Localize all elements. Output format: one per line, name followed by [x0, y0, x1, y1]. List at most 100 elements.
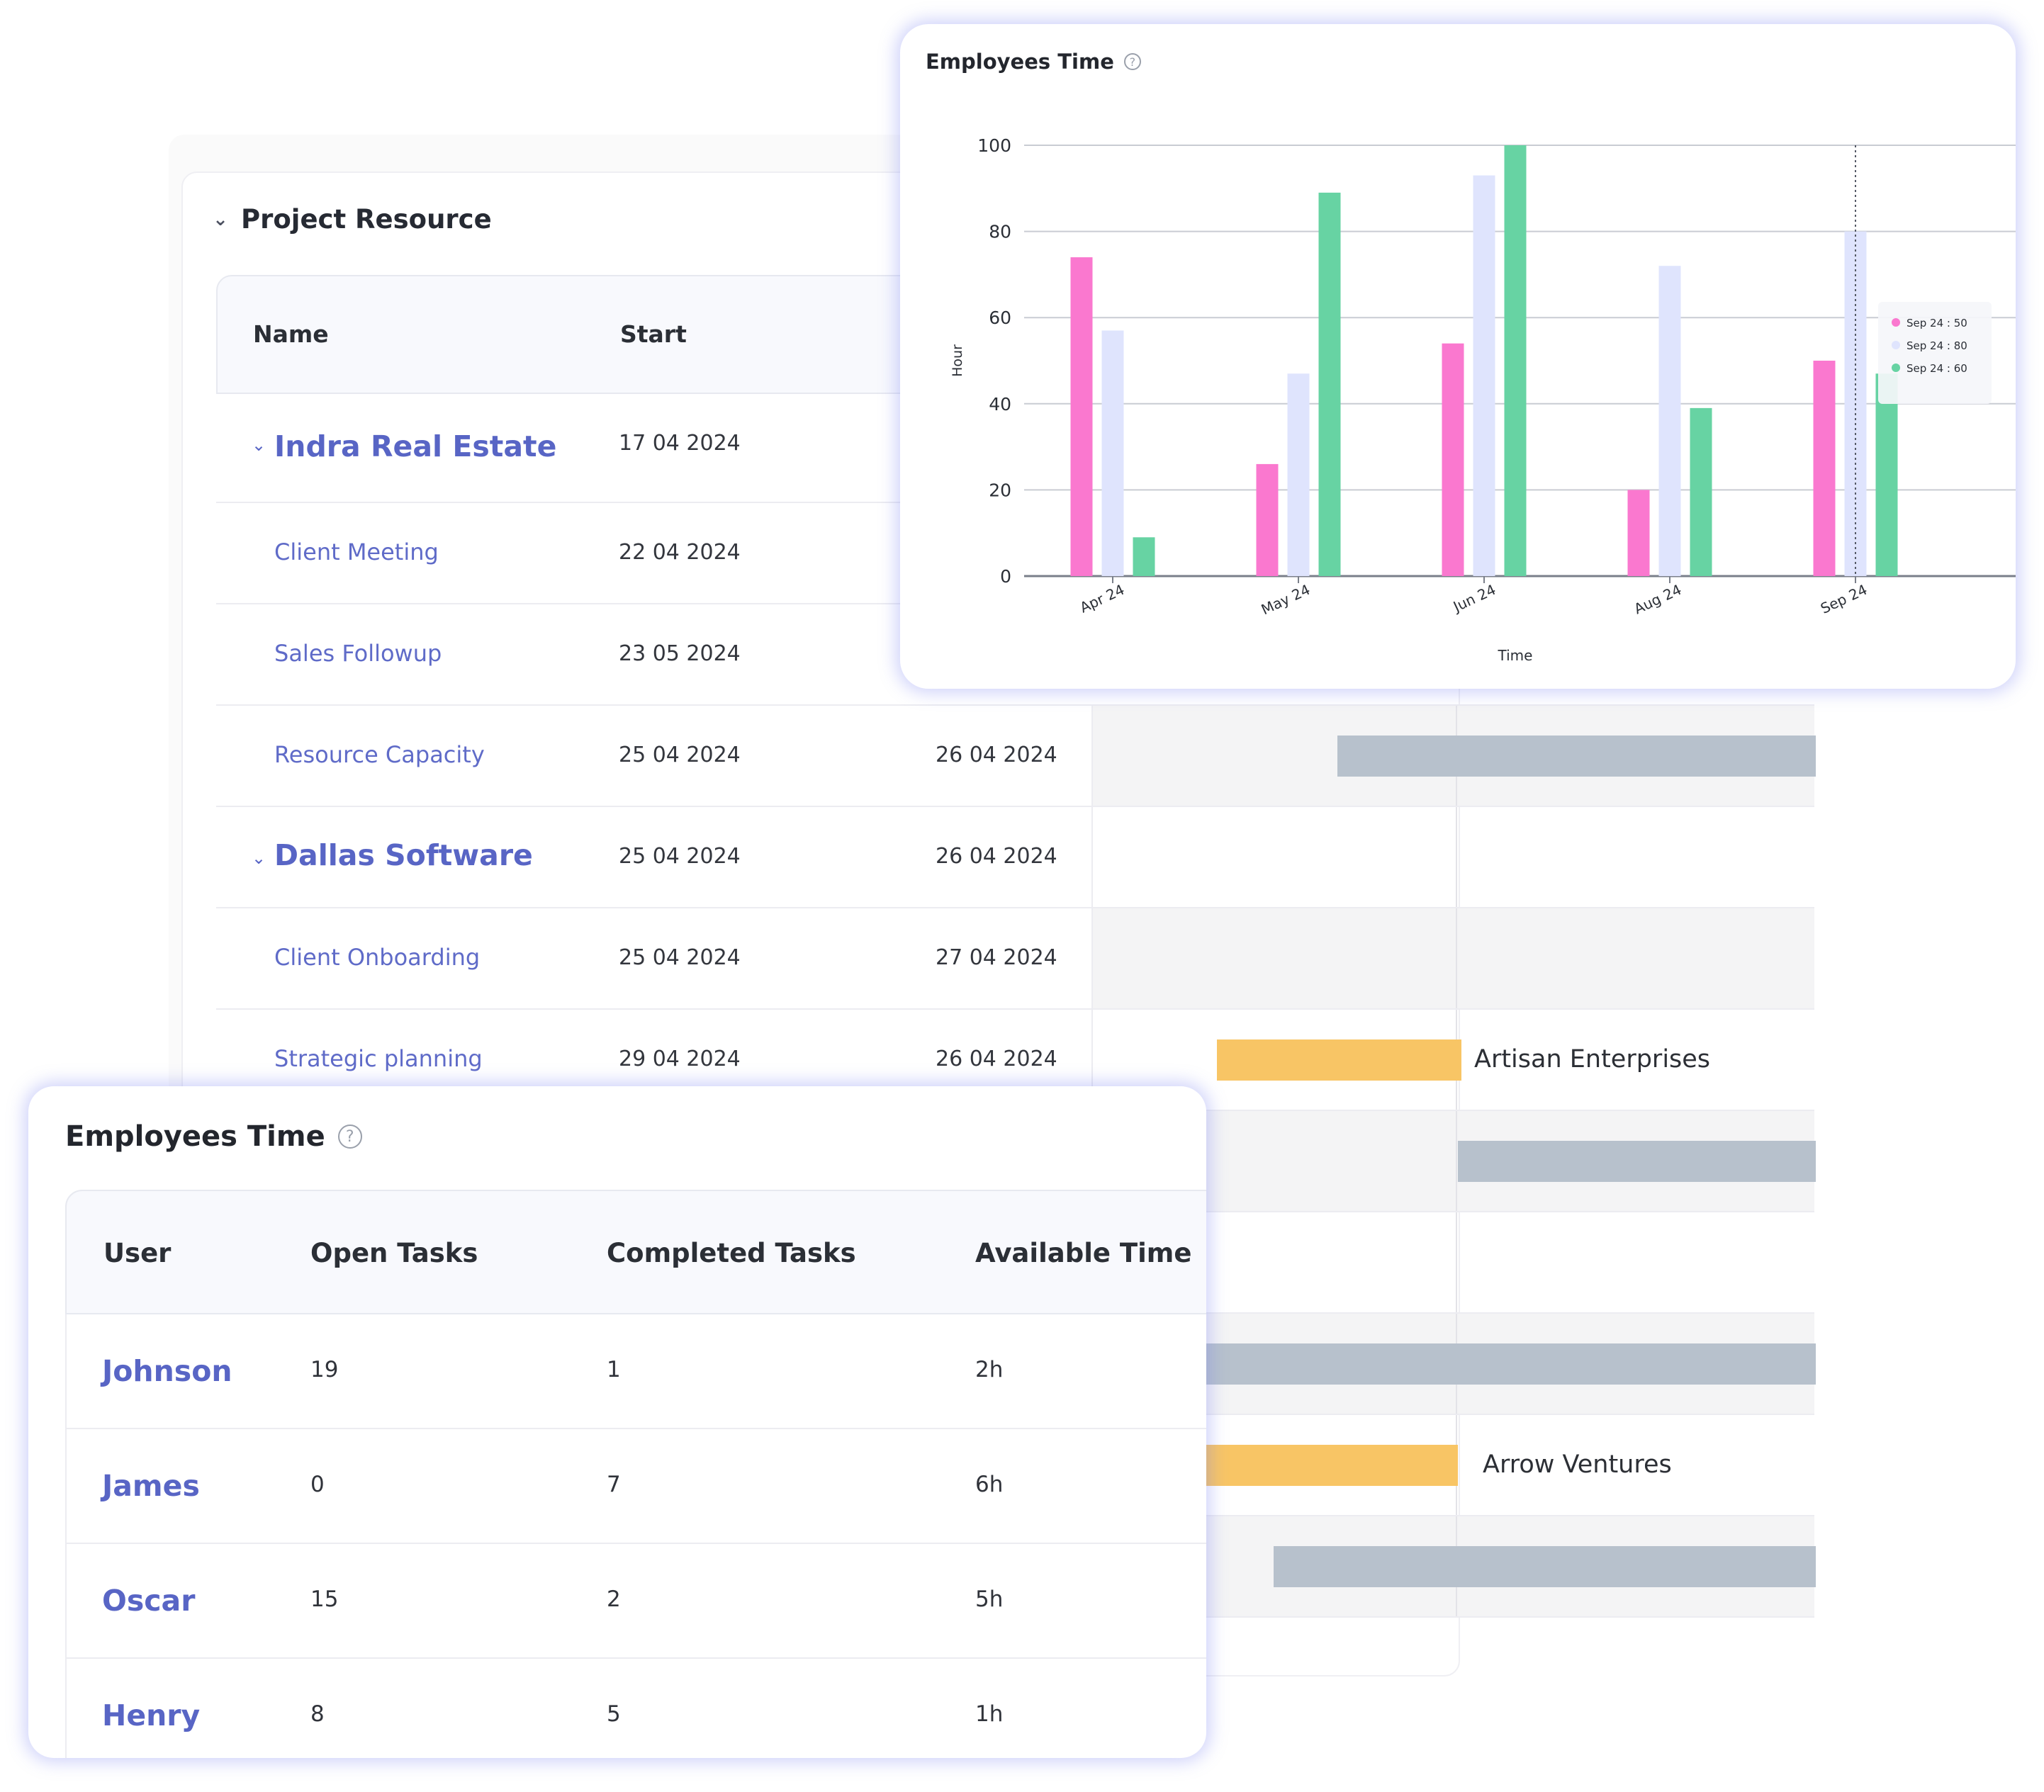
gantt-divider — [1456, 807, 1457, 907]
table-row[interactable]: Henry 8 5 1h — [65, 1659, 1206, 1758]
chart-tooltip — [1878, 302, 1992, 404]
task-name[interactable]: Strategic planning — [274, 1045, 483, 1072]
start-date: 29 04 2024 — [619, 1047, 741, 1071]
end-date: 26 04 2024 — [936, 743, 1057, 767]
table-row[interactable]: Resource Capacity 25 04 2024 26 04 2024 — [216, 706, 1816, 807]
table-row[interactable]: Client Onboarding 25 04 2024 27 04 2024 — [216, 908, 1814, 1010]
open-tasks: 0 — [310, 1472, 325, 1497]
help-circle-icon[interactable]: ? — [1123, 53, 1141, 70]
gantt-divider — [1456, 908, 1457, 1008]
chevron-down-icon[interactable]: ⌄ — [252, 848, 266, 868]
chart-bar — [1690, 407, 1712, 576]
table-card-title: Employees Time — [65, 1120, 325, 1153]
completed-tasks: 5 — [607, 1701, 621, 1727]
column-header-completed-tasks[interactable]: Completed Tasks — [607, 1238, 856, 1268]
task-name[interactable]: Sales Followup — [274, 640, 442, 667]
end-date: 26 04 2024 — [936, 844, 1057, 869]
user-name[interactable]: Johnson — [102, 1354, 232, 1388]
tooltip-text: Sep 24 : 80 — [1907, 339, 1967, 352]
completed-tasks: 1 — [607, 1357, 621, 1382]
employees-time-table-card: Employees Time ? User Open Tasks Complet… — [28, 1086, 1206, 1758]
gantt-bar[interactable] — [1458, 1141, 1816, 1182]
end-date: 26 04 2024 — [936, 1047, 1057, 1071]
tooltip-marker — [1892, 364, 1900, 372]
chart-bar — [1133, 537, 1155, 576]
task-name[interactable]: Client Meeting — [274, 539, 439, 565]
help-circle-icon[interactable]: ? — [337, 1125, 362, 1149]
project-name[interactable]: Indra Real Estate — [274, 429, 557, 463]
start-date: 23 05 2024 — [619, 641, 741, 666]
tooltip-marker — [1892, 341, 1900, 349]
chart-bar — [1442, 343, 1464, 576]
chart-bar — [1473, 175, 1495, 576]
gantt-bar[interactable] — [1093, 1343, 1816, 1385]
chart-bar — [1101, 330, 1124, 576]
table-row[interactable]: Johnson 19 1 2h — [65, 1314, 1206, 1429]
open-tasks: 8 — [310, 1701, 325, 1727]
gantt-bar-label: Arrow Ventures — [1483, 1450, 1672, 1479]
column-header-open-tasks[interactable]: Open Tasks — [310, 1238, 478, 1268]
task-name[interactable]: Client Onboarding — [274, 944, 481, 971]
start-date: 25 04 2024 — [619, 945, 741, 970]
tooltip-text: Sep 24 : 60 — [1907, 362, 1967, 375]
x-tick-label: May 24 — [1259, 581, 1313, 619]
y-tick-label: 60 — [989, 308, 1011, 328]
gantt-cell — [1091, 1314, 1816, 1414]
table-row — [216, 1111, 1816, 1212]
bar-chart: 0 20 40 60 80 100 Hour Time Apr 24 May 24 Jun 24 Au… — [950, 135, 2016, 664]
available-time: 2h — [975, 1357, 1004, 1382]
table-row — [216, 1516, 1816, 1618]
chevron-down-icon[interactable]: ⌄ — [213, 208, 228, 230]
section-title: Project Resource — [241, 204, 492, 235]
gantt-cell — [1091, 706, 1816, 806]
y-axis-label: Hour — [950, 344, 965, 377]
y-tick-label: 20 — [989, 480, 1011, 500]
gantt-bar-label: Artisan Enterprises — [1474, 1045, 1711, 1073]
chart-bar — [1287, 373, 1310, 576]
user-name[interactable]: James — [102, 1469, 200, 1503]
available-time: 5h — [975, 1587, 1004, 1612]
gantt-divider — [1456, 1111, 1457, 1211]
start-date: 17 04 2024 — [619, 431, 741, 456]
gantt-bar[interactable] — [1274, 1546, 1816, 1587]
gantt-cell — [1091, 807, 1814, 907]
column-header-start[interactable]: Start — [620, 320, 687, 348]
x-tick-label: Sep 24 — [1818, 581, 1870, 617]
table-row[interactable]: James 0 7 6h — [65, 1429, 1206, 1544]
employees-table-header: User Open Tasks Completed Tasks Availabl… — [65, 1190, 1206, 1314]
chevron-down-icon[interactable]: ⌄ — [252, 435, 266, 455]
employees-table: User Open Tasks Completed Tasks Availabl… — [65, 1190, 1206, 1758]
chart-bar — [1504, 145, 1527, 576]
x-tick-label: Apr 24 — [1077, 581, 1127, 616]
y-tick-label: 100 — [977, 135, 1011, 156]
table-row[interactable]: Sales Followup 23 05 2024 — [216, 604, 1814, 706]
user-name[interactable]: Oscar — [102, 1584, 196, 1618]
project-resource-header[interactable]: ⌄ Project Resource — [213, 204, 492, 235]
x-axis-label: Time — [1498, 647, 1533, 664]
gantt-bar[interactable] — [1337, 736, 1816, 777]
gantt-cell — [1091, 1516, 1816, 1616]
gantt-bar[interactable] — [1217, 1039, 1461, 1081]
chart-title: Employees Time — [926, 50, 1114, 74]
chart-card-header: Employees Time ? — [926, 50, 1141, 74]
gantt-divider — [1456, 1212, 1457, 1312]
column-header-available-time[interactable]: Available Time — [975, 1238, 1192, 1268]
available-time: 1h — [975, 1701, 1004, 1727]
task-name[interactable]: Resource Capacity — [274, 741, 485, 768]
completed-tasks: 2 — [607, 1587, 621, 1612]
start-date: 25 04 2024 — [619, 743, 741, 767]
start-date: 25 04 2024 — [619, 844, 741, 869]
x-tick-label: Jun 24 — [1449, 581, 1498, 616]
table-row[interactable]: Oscar 15 2 5h — [65, 1544, 1206, 1659]
chart-bar — [1627, 490, 1650, 576]
table-row-group[interactable]: ⌄ Dallas Software 25 04 2024 26 04 2024 — [216, 807, 1814, 908]
tooltip-marker — [1892, 318, 1900, 327]
table-card-header: Employees Time ? — [65, 1120, 362, 1153]
column-header-name[interactable]: Name — [253, 320, 329, 348]
start-date: 22 04 2024 — [619, 540, 741, 565]
y-tick-label: 40 — [989, 394, 1011, 415]
y-tick-label: 80 — [989, 222, 1011, 242]
project-name[interactable]: Dallas Software — [274, 838, 533, 872]
user-name[interactable]: Henry — [102, 1698, 201, 1732]
column-header-user[interactable]: User — [103, 1238, 172, 1268]
